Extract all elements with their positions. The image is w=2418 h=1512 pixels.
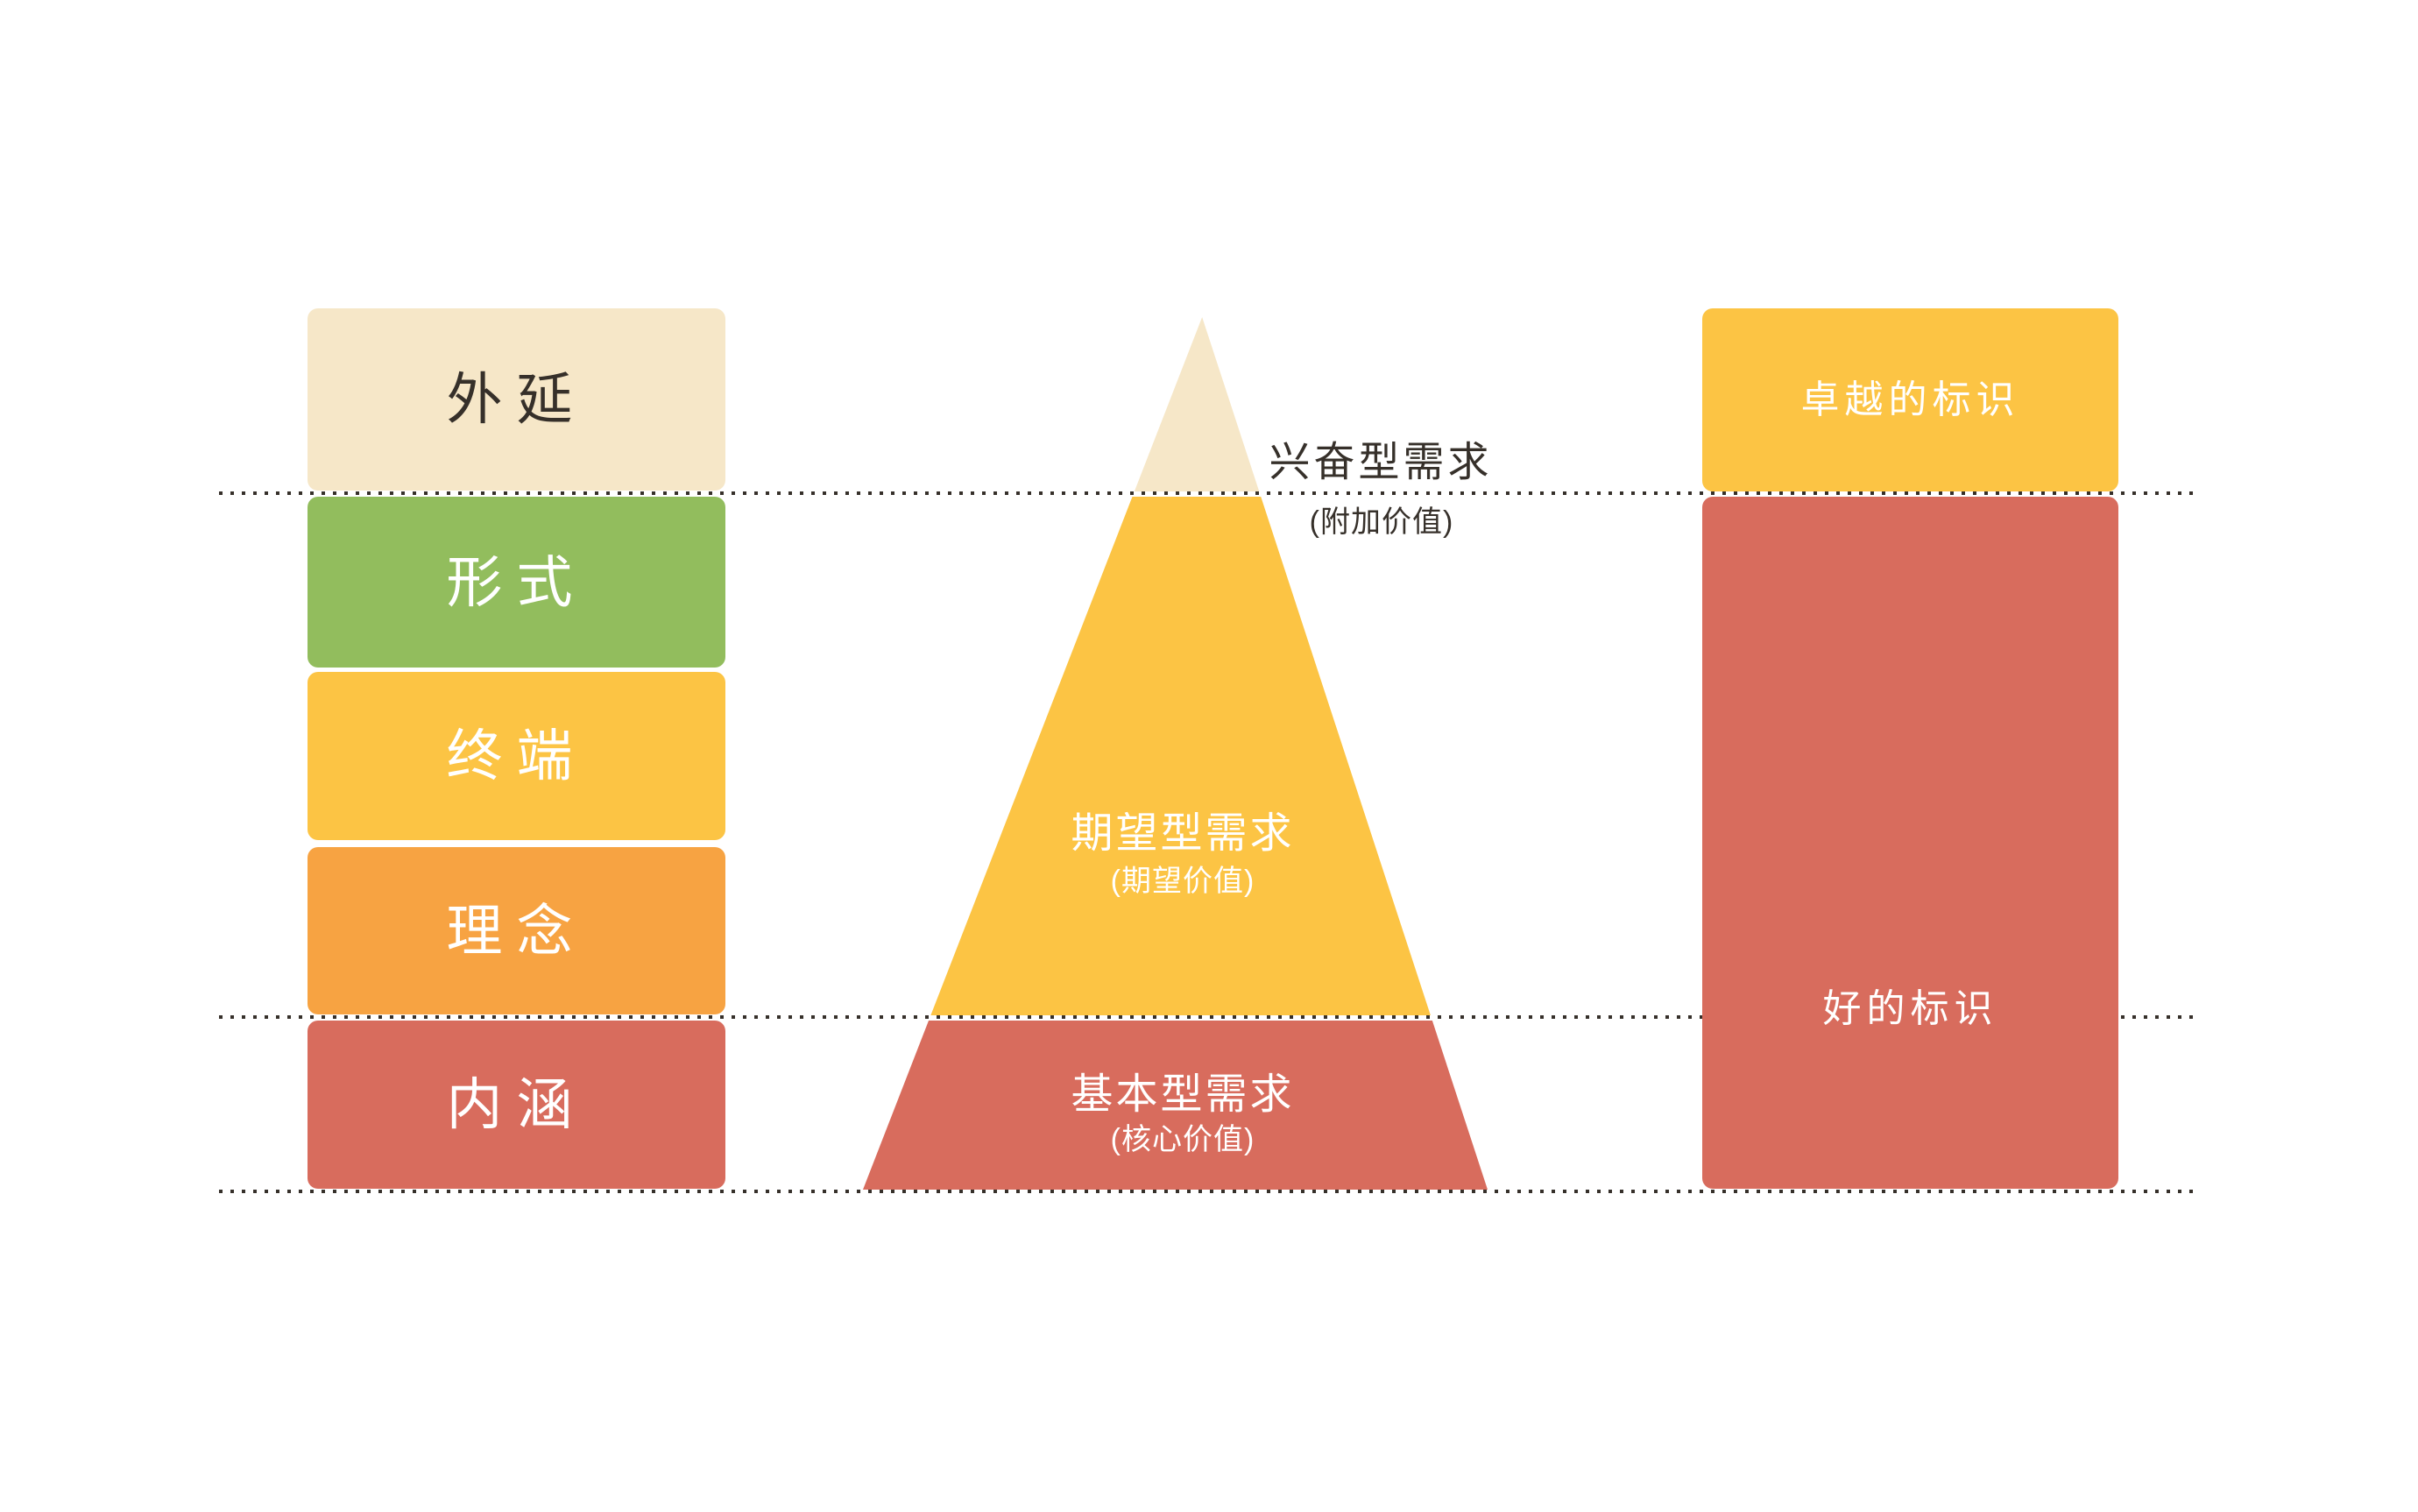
level-line-bottom — [219, 1190, 2195, 1193]
stack-block-terminal: 终端 — [308, 672, 725, 840]
level-line-middle — [219, 1015, 2195, 1019]
excitement-needs-subtitle: (附加价值) — [1309, 505, 1454, 539]
right-column-good-logo: 好的标识 — [1702, 497, 2118, 1189]
pyramid-tier-expected — [863, 497, 1488, 1015]
good-logo-label: 好的标识 — [1822, 987, 1998, 1030]
expected-needs-title: 期望型需求 — [1071, 810, 1295, 857]
stack-block-concept: 理念 — [308, 847, 725, 1014]
stack-label: 外延 — [446, 368, 587, 431]
expected-needs-subtitle: (期望价值) — [1110, 865, 1255, 898]
stack-block-connotation: 内涵 — [308, 1021, 725, 1189]
pyramid-tier-basic — [863, 1021, 1488, 1190]
excellent-logo-label: 卓越的标识 — [1800, 378, 2020, 421]
stack-label: 理念 — [446, 899, 587, 963]
stack-block-form: 形式 — [308, 497, 725, 668]
right-column-excellent-logo: 卓越的标识 — [1702, 308, 2118, 491]
stack-label: 内涵 — [446, 1073, 587, 1136]
excitement-needs-title: 兴奋型需求 — [1269, 438, 1493, 485]
stack-block-extension: 外延 — [308, 308, 725, 491]
basic-needs-title: 基本型需求 — [1071, 1071, 1295, 1118]
stack-label: 终端 — [446, 724, 587, 788]
stack-label: 形式 — [446, 550, 587, 614]
basic-needs-subtitle: (核心价值) — [1110, 1123, 1255, 1156]
level-line-top — [219, 491, 2195, 495]
